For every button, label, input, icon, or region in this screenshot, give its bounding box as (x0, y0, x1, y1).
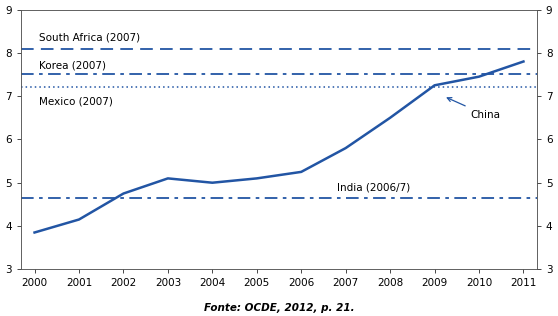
Text: China: China (448, 98, 500, 120)
Text: India (2006/7): India (2006/7) (337, 183, 410, 193)
Text: Mexico (2007): Mexico (2007) (39, 97, 113, 107)
Text: Fonte: OCDE, 2012, p. 21.: Fonte: OCDE, 2012, p. 21. (204, 303, 354, 313)
Text: South Africa (2007): South Africa (2007) (39, 33, 140, 43)
Text: Korea (2007): Korea (2007) (39, 60, 106, 70)
